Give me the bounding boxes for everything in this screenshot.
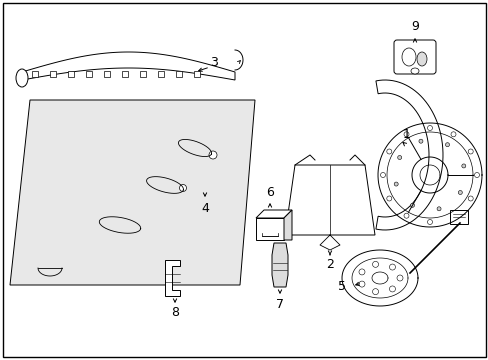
- Text: 7: 7: [275, 298, 284, 311]
- Ellipse shape: [410, 68, 418, 74]
- Bar: [68, 71, 74, 77]
- Circle shape: [372, 289, 378, 294]
- Circle shape: [386, 196, 391, 201]
- Polygon shape: [284, 210, 291, 240]
- Circle shape: [445, 143, 448, 147]
- Circle shape: [427, 126, 431, 130]
- Circle shape: [403, 213, 408, 218]
- Bar: [50, 71, 56, 77]
- Bar: [194, 71, 200, 77]
- Polygon shape: [10, 100, 254, 285]
- Circle shape: [409, 203, 414, 207]
- Bar: [122, 71, 128, 77]
- Ellipse shape: [416, 52, 426, 66]
- Polygon shape: [22, 52, 235, 80]
- Circle shape: [372, 261, 378, 267]
- Bar: [256, 218, 284, 240]
- Bar: [176, 71, 182, 77]
- Circle shape: [467, 149, 472, 154]
- Circle shape: [461, 164, 465, 168]
- Bar: [158, 71, 163, 77]
- Circle shape: [179, 184, 186, 192]
- Circle shape: [358, 269, 364, 275]
- Ellipse shape: [401, 48, 415, 66]
- Circle shape: [457, 190, 461, 194]
- Circle shape: [427, 220, 431, 225]
- Circle shape: [467, 196, 472, 201]
- Text: 2: 2: [325, 258, 333, 271]
- Polygon shape: [285, 165, 374, 235]
- Circle shape: [418, 139, 422, 143]
- Bar: [140, 71, 146, 77]
- Bar: [449, 210, 467, 224]
- Circle shape: [436, 207, 440, 211]
- Text: 6: 6: [265, 186, 273, 199]
- Text: 1: 1: [402, 127, 410, 140]
- Text: 4: 4: [201, 202, 208, 215]
- Bar: [86, 71, 92, 77]
- Circle shape: [388, 264, 395, 270]
- FancyBboxPatch shape: [393, 40, 435, 74]
- Circle shape: [403, 132, 408, 137]
- Circle shape: [396, 275, 402, 281]
- Text: 3: 3: [210, 57, 218, 69]
- Circle shape: [380, 172, 385, 177]
- Circle shape: [473, 172, 479, 177]
- Polygon shape: [164, 260, 180, 296]
- Polygon shape: [256, 210, 291, 218]
- Circle shape: [388, 286, 395, 292]
- Text: 5: 5: [337, 279, 346, 292]
- Circle shape: [386, 149, 391, 154]
- Text: 8: 8: [171, 306, 179, 320]
- Circle shape: [393, 182, 397, 186]
- Circle shape: [397, 156, 401, 159]
- Circle shape: [450, 213, 455, 218]
- Circle shape: [358, 281, 364, 287]
- Circle shape: [208, 151, 217, 159]
- Polygon shape: [271, 243, 287, 287]
- Polygon shape: [375, 80, 442, 230]
- Bar: [32, 71, 38, 77]
- Ellipse shape: [16, 69, 28, 87]
- Circle shape: [450, 132, 455, 137]
- Bar: [104, 71, 110, 77]
- Text: 9: 9: [410, 21, 418, 33]
